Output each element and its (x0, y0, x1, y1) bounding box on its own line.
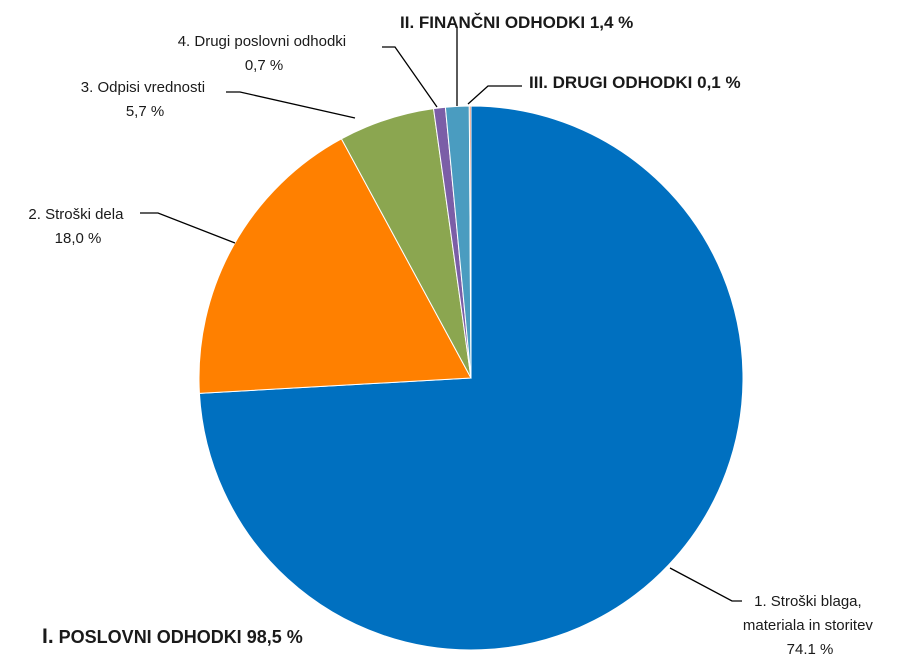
slice-label-4: 4. Drugi poslovni odhodki 0,7 % (178, 33, 351, 74)
slice-label-financni: II. FINANČNI ODHODKI 1,4 % (400, 13, 633, 32)
slice-label-drugi: III. DRUGI ODHODKI 0,1 % (529, 73, 741, 92)
leader-lines (140, 28, 742, 602)
leader-line-3 (226, 91, 356, 119)
slice-label-3: 3. Odpisi vrednosti 5,7 % (81, 79, 209, 120)
pie-slice-2 (198, 138, 472, 394)
pie-slices (198, 105, 744, 651)
leader-line-1 (669, 567, 742, 602)
slice-label-1: 1. Stroški blaga, materiala in storitev … (743, 593, 877, 657)
leader-line-4 (382, 46, 438, 108)
leader-line-6 (467, 85, 522, 105)
slice-label-2: 2. Stroški dela 18,0 % (28, 206, 127, 247)
leader-line-2 (140, 212, 236, 244)
pie-slice-6 (468, 105, 472, 379)
group-annotation-poslovni: I. POSLOVNI ODHODKI 98,5 % (42, 625, 303, 648)
